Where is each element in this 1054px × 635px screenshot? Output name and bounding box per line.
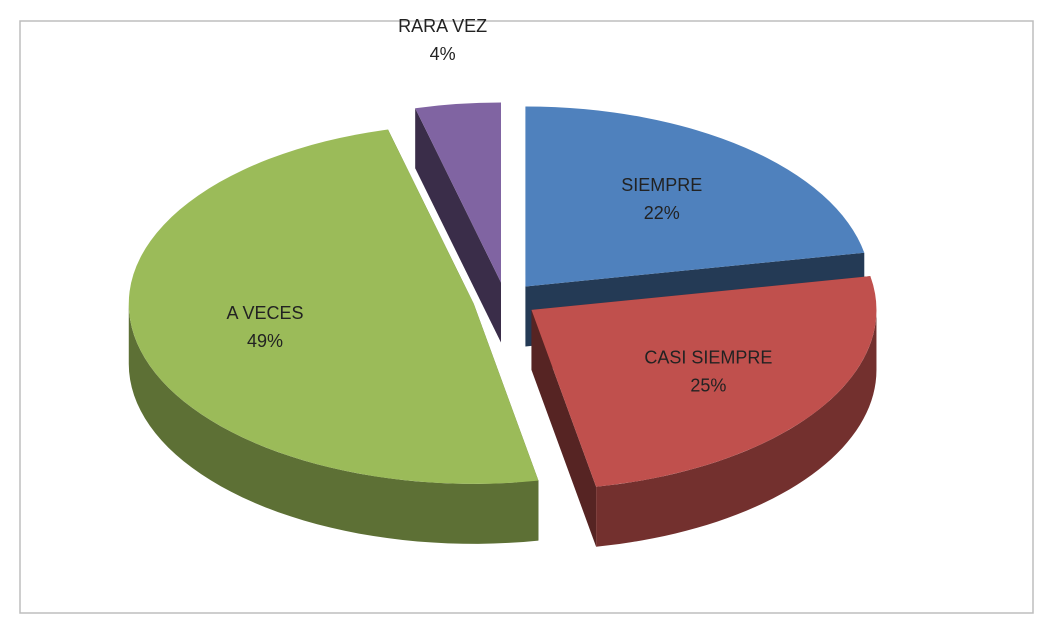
pie-slice — [415, 102, 501, 283]
slice-label: A VECES — [226, 303, 303, 323]
slice-value-label: 4% — [430, 44, 456, 64]
slice-value-label: 49% — [247, 331, 283, 351]
pie-slice — [525, 106, 865, 287]
slice-label: CASI SIEMPRE — [644, 347, 772, 367]
slice-side — [596, 309, 877, 547]
slice-label: RARA VEZ — [398, 16, 487, 36]
slice-cut-face — [415, 108, 501, 343]
pie-slice — [128, 129, 539, 484]
slice-value-label: 22% — [644, 203, 680, 223]
slice-value-label: 25% — [690, 375, 726, 395]
slice-label: SIEMPRE — [621, 175, 702, 195]
slice-side — [128, 303, 539, 544]
pie-slice — [531, 276, 877, 487]
slice-cut-face — [531, 309, 597, 547]
